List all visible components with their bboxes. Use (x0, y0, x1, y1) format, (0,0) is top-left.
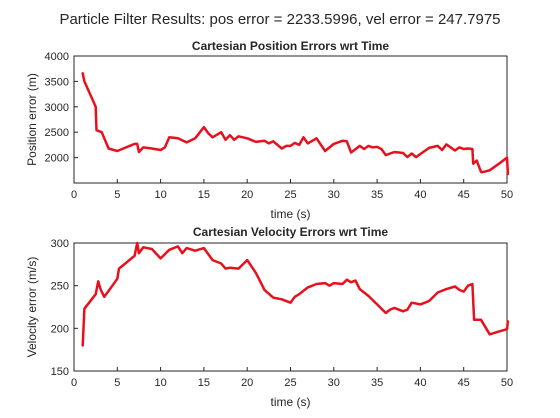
x-tick-label: 25 (284, 189, 296, 201)
position-x-axis-label: time (s) (271, 207, 311, 221)
x-tick-label: 0 (71, 377, 77, 389)
x-tick-label: 30 (328, 377, 340, 389)
velocity-x-ticks: 0 5 10 15 20 25 30 35 40 45 50 (71, 367, 513, 389)
x-tick-label: 15 (198, 189, 210, 201)
x-tick-label: 45 (458, 377, 470, 389)
x-tick-label: 30 (328, 189, 340, 201)
figure-title: Particle Filter Results: pos error = 223… (59, 11, 500, 28)
x-tick-label: 50 (501, 189, 513, 201)
x-tick-label: 10 (154, 377, 166, 389)
velocity-error-plot: Cartesian Velocity Errors wrt Time 0 5 10 1… (25, 225, 513, 409)
y-tick-label: 250 (51, 281, 69, 293)
x-tick-label: 40 (414, 377, 426, 389)
x-tick-label: 15 (198, 377, 210, 389)
position-error-plot: Cartesian Position Errors wrt Time 0 5 10 1… (25, 39, 513, 221)
y-tick-label: 2000 (45, 153, 69, 165)
y-tick-label: 150 (51, 366, 69, 378)
y-tick-label: 3500 (45, 76, 69, 88)
y-tick-label: 200 (51, 323, 69, 335)
x-tick-label: 40 (414, 189, 426, 201)
y-tick-label: 3000 (45, 102, 69, 114)
y-tick-label: 300 (51, 238, 69, 250)
velocity-y-ticks: 150 200 250 300 (51, 238, 78, 378)
x-tick-label: 10 (154, 189, 166, 201)
velocity-y-axis-label: Velocity error (m/s) (25, 257, 39, 358)
velocity-error-line (81, 241, 510, 347)
position-error-line (81, 72, 510, 176)
x-tick-label: 5 (114, 377, 120, 389)
x-tick-label: 45 (458, 189, 470, 201)
x-tick-label: 0 (71, 189, 77, 201)
y-tick-label: 2500 (45, 127, 69, 139)
position-y-ticks: 2000 2500 3000 3500 4000 (45, 51, 78, 165)
x-tick-label: 35 (371, 189, 383, 201)
x-tick-label: 20 (241, 377, 253, 389)
x-tick-label: 50 (501, 377, 513, 389)
velocity-plot-title: Cartesian Velocity Errors wrt Time (193, 225, 389, 239)
position-y-axis-label: Position error (m) (25, 73, 39, 166)
x-tick-label: 25 (284, 377, 296, 389)
position-x-ticks: 0 5 10 15 20 25 30 35 40 45 50 (71, 179, 513, 201)
x-tick-label: 20 (241, 189, 253, 201)
x-tick-label: 35 (371, 377, 383, 389)
velocity-x-axis-label: time (s) (271, 395, 311, 409)
y-tick-label: 4000 (45, 51, 69, 63)
x-tick-label: 5 (114, 189, 120, 201)
position-plot-title: Cartesian Position Errors wrt Time (192, 39, 389, 53)
